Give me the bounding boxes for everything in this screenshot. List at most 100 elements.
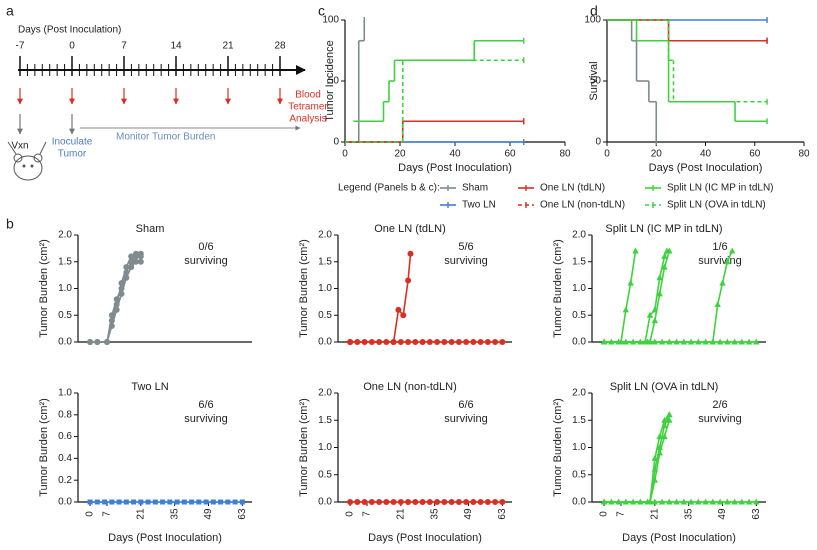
y-tick-label: 100 [322,15,339,26]
burden-line [604,414,670,503]
burden-point [203,499,209,505]
timeline-tick-label: 21 [222,41,234,52]
y-tick-label: 1.0 [58,283,72,294]
burden-point [724,258,731,265]
burden-point [123,499,129,505]
burden-point [405,499,412,505]
burden-line [604,250,668,343]
burden-point [196,499,202,505]
burden-point [724,498,731,505]
legend-title: Legend (Panels b & c): [338,183,440,194]
timeline-tick-label: -7 [16,41,25,52]
burden-point [133,258,139,265]
burden-point [753,498,760,505]
x-tick-label: 63 [497,508,508,520]
legend-label: Split LN (OVA in tdLN) [667,200,766,211]
timeline-label: Days (Post Inoculation) [18,25,121,36]
burden-point [137,258,144,265]
panel-label: b [6,216,14,232]
chart-title: Two LN [131,381,168,393]
burden-point [622,306,630,313]
burden-line [604,250,637,343]
y-tick-label: 2.0 [58,230,72,241]
burden-point [709,498,717,505]
x-tick-label: 0 [599,511,610,517]
y-tick-label: 1.0 [572,442,586,453]
panel-label: a [6,3,14,19]
y-tick-label: 0.8 [58,409,72,420]
burden-point [656,433,663,440]
burden-point [745,498,753,505]
burden-point [745,338,753,345]
y-tick-label: 2.0 [572,388,586,399]
inoculation-label: Inoculate [52,137,93,148]
y-tick-label: 50 [590,76,602,87]
burden-point [137,250,144,257]
y-axis-label: Tumor Incidence [324,40,336,122]
chart-title: Split LN (IC MP in tdLN) [605,223,722,235]
burden-point [666,411,673,418]
y-tick-label: 0.2 [58,475,72,486]
y-tick-label: 1.5 [572,415,586,426]
burden-point [426,499,433,505]
burden-point [658,498,666,505]
burden-point [499,499,506,505]
x-tick-label: 60 [504,149,516,160]
annotation: surviving [444,413,487,425]
annotation: surviving [184,255,227,267]
burden-point [354,499,361,505]
vaccination-label: Vxn [11,141,28,152]
x-tick-label: 0 [342,149,348,160]
y-tick-label: 50 [328,76,340,87]
x-tick-label: 60 [749,149,761,160]
burden-point [646,311,654,318]
burden-point [167,499,173,505]
burden-point [656,449,663,456]
x-tick-label: 40 [700,149,712,160]
y-tick-label: 1.0 [318,283,332,294]
burden-point [123,274,130,281]
burden-point [87,499,93,505]
chart-title: Split LN (OVA in tdLN) [610,381,719,393]
burden-point [753,338,760,345]
burden-point [152,499,158,505]
y-tick-label: 1.5 [572,256,586,267]
burden-point [661,416,668,423]
burden-point [448,499,455,505]
burden-point [419,339,426,345]
annotation: 2/6 [712,399,727,411]
burden-line [350,253,412,343]
burden-point [455,499,462,505]
burden-point [232,499,238,505]
burden-point [484,339,491,345]
burden-point [109,499,115,505]
x-tick-label: 20 [394,149,406,160]
y-tick-label: 0.0 [58,337,72,348]
x-tick-label: 49 [203,508,214,520]
burden-point [405,277,412,284]
y-tick-label: 100 [584,15,601,26]
burden-point [484,499,491,505]
burden-point [714,301,721,308]
burden-point [94,499,100,505]
burden-point [716,498,724,505]
x-tick-label: 7 [102,511,113,517]
burden-point [361,499,368,505]
burden-point [470,339,477,345]
burden-point [738,498,746,505]
y-tick-label: 2.0 [572,230,586,241]
burden-point [731,338,738,345]
timeline-tick-label: 28 [274,41,286,52]
x-tick-label: 63 [237,508,248,520]
timeline-tick-label: 14 [170,41,182,52]
burden-point [600,338,608,345]
y-tick-label: 1.5 [58,256,72,267]
y-tick-label: 2.0 [318,230,332,241]
burden-point [695,498,702,505]
y-tick-label: 0.6 [58,431,72,442]
burden-point [455,339,462,345]
burden-point [128,253,135,260]
burden-point [477,339,484,345]
burden-point [651,317,659,324]
